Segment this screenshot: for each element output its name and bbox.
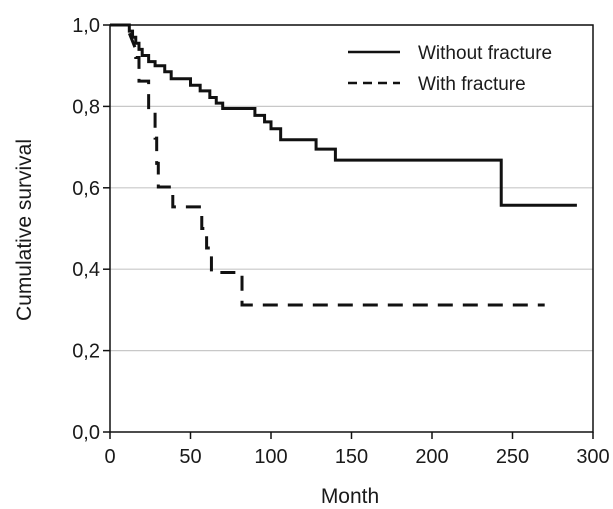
- legend-label-without-fracture: Without fracture: [418, 43, 552, 64]
- x-axis-title: Month: [321, 485, 379, 508]
- series-layer: [110, 23, 577, 307]
- legend: Without fracture With fracture: [348, 43, 552, 95]
- series-line-with-fracture: [110, 23, 545, 307]
- series-line-without-fracture: [110, 23, 577, 207]
- x-ticks: 0 50 100 150 200 250 300: [104, 432, 610, 468]
- y-tick-label-3: 0,6: [72, 178, 100, 200]
- x-tick-label-0: 0: [104, 446, 115, 468]
- x-tick-label-3: 150: [335, 446, 368, 468]
- y-tick-label-5: 1,0: [72, 15, 100, 37]
- x-tick-label-2: 100: [254, 446, 287, 468]
- x-tick-label-4: 200: [415, 446, 448, 468]
- x-tick-label-5: 250: [496, 446, 529, 468]
- y-ticks: 0,0 0,2 0,4 0,6 0,8 1,0: [72, 15, 110, 444]
- x-tick-label-1: 50: [179, 446, 201, 468]
- legend-label-with-fracture: With fracture: [418, 74, 526, 95]
- y-tick-label-1: 0,2: [72, 341, 100, 363]
- y-tick-label-2: 0,4: [72, 259, 100, 281]
- y-axis-title: Cumulative survival: [13, 139, 36, 321]
- x-tick-label-6: 300: [576, 446, 609, 468]
- y-tick-label-4: 0,8: [72, 96, 100, 118]
- y-tick-label-0: 0,0: [72, 422, 100, 444]
